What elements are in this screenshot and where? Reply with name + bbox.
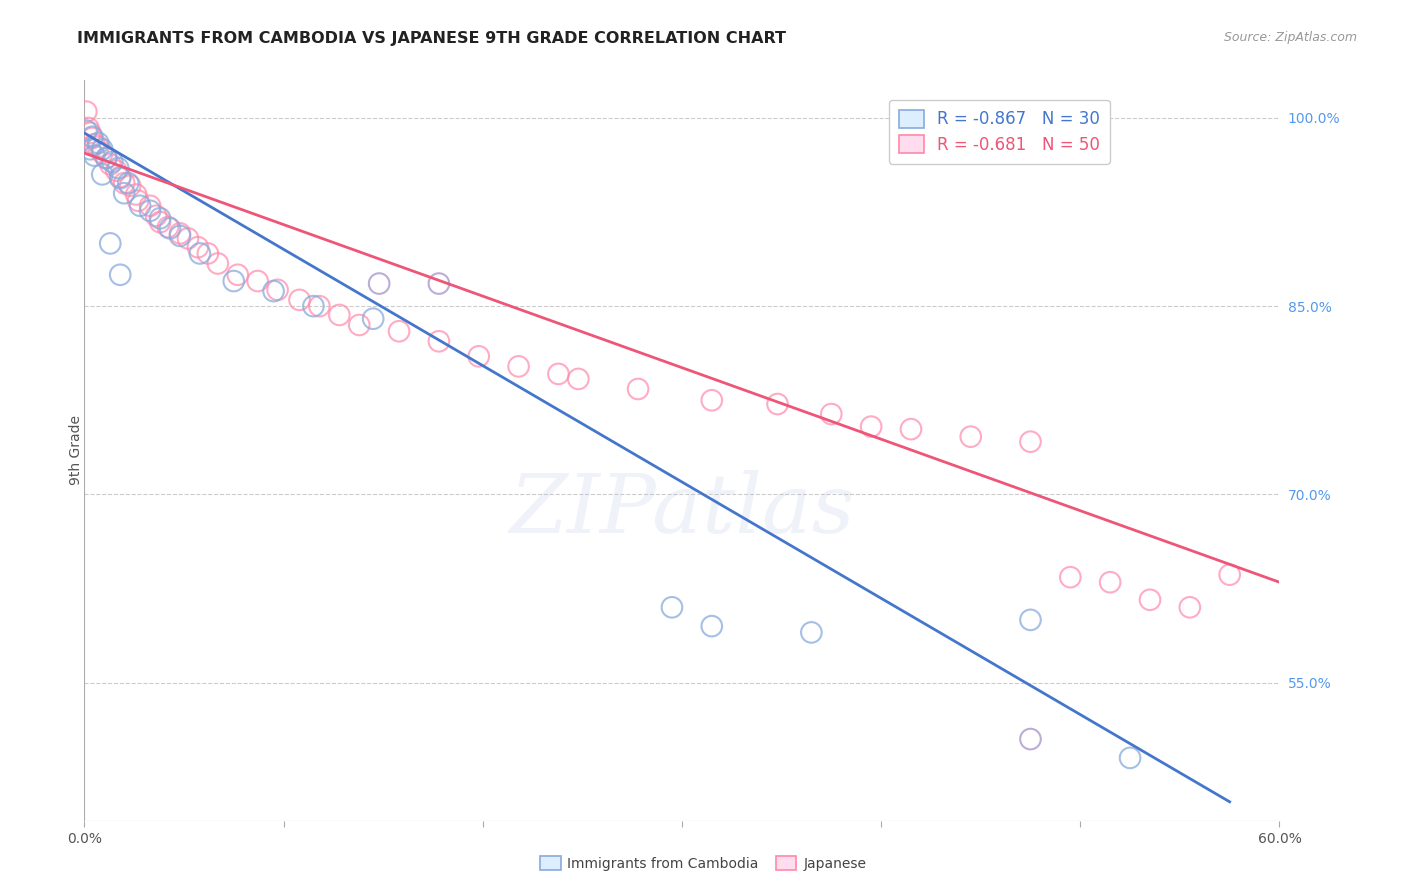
Point	[112, 176, 135, 190]
Point	[101, 154, 124, 169]
Point	[700, 393, 723, 408]
Text: IMMIGRANTS FROM CAMBODIA VS JAPANESE 9TH GRADE CORRELATION CHART: IMMIGRANTS FROM CAMBODIA VS JAPANESE 9TH…	[77, 31, 786, 46]
Point	[288, 293, 311, 307]
Point	[427, 334, 450, 349]
Legend: Immigrants from Cambodia, Japanese: Immigrants from Cambodia, Japanese	[534, 850, 872, 876]
Point	[75, 123, 97, 137]
Point	[1178, 600, 1201, 615]
Point	[107, 161, 129, 175]
Point	[263, 284, 285, 298]
Point	[139, 199, 162, 213]
Point	[246, 274, 269, 288]
Point	[187, 240, 209, 254]
Point	[110, 169, 132, 184]
Point	[661, 600, 683, 615]
Point	[207, 256, 229, 270]
Point	[547, 367, 569, 381]
Legend: R = -0.867   N = 30, R = -0.681   N = 50: R = -0.867 N = 30, R = -0.681 N = 50	[889, 100, 1109, 164]
Point	[368, 277, 391, 291]
Point	[328, 308, 350, 322]
Point	[1059, 570, 1081, 584]
Point	[96, 151, 118, 165]
Point	[959, 430, 981, 444]
Point	[567, 372, 589, 386]
Text: ZIPatlas: ZIPatlas	[509, 470, 855, 549]
Point	[77, 120, 100, 135]
Point	[82, 129, 104, 144]
Point	[159, 221, 181, 235]
Point	[700, 619, 723, 633]
Point	[91, 168, 114, 182]
Point	[120, 178, 142, 193]
Point	[110, 268, 132, 282]
Point	[820, 407, 842, 421]
Point	[508, 359, 530, 374]
Point	[627, 382, 650, 396]
Point	[139, 203, 162, 218]
Point	[388, 324, 411, 338]
Point	[79, 126, 101, 140]
Point	[266, 283, 288, 297]
Point	[302, 299, 325, 313]
Point	[79, 142, 101, 156]
Point	[127, 194, 149, 208]
Point	[468, 349, 491, 363]
Point	[860, 419, 883, 434]
Point	[308, 299, 330, 313]
Point	[75, 104, 97, 119]
Point	[169, 227, 191, 241]
Point	[110, 171, 132, 186]
Point	[145, 209, 167, 223]
Point	[1219, 567, 1241, 582]
Point	[800, 625, 823, 640]
Point	[96, 151, 118, 165]
Text: Source: ZipAtlas.com: Source: ZipAtlas.com	[1223, 31, 1357, 45]
Point	[91, 142, 114, 156]
Point	[98, 236, 121, 251]
Point	[188, 246, 211, 260]
Point	[87, 136, 110, 150]
Point	[105, 163, 128, 178]
Point	[129, 199, 152, 213]
Point	[222, 274, 245, 288]
Point	[82, 131, 104, 145]
Point	[226, 268, 249, 282]
Point	[361, 311, 384, 326]
Point	[91, 146, 114, 161]
Point	[766, 397, 789, 411]
Point	[1019, 732, 1042, 747]
Y-axis label: 9th Grade: 9th Grade	[69, 416, 83, 485]
Point	[1019, 434, 1042, 449]
Point	[1019, 613, 1042, 627]
Point	[83, 137, 105, 152]
Point	[98, 157, 121, 171]
Point	[117, 176, 139, 190]
Point	[83, 148, 105, 162]
Point	[157, 220, 180, 235]
Point	[1119, 751, 1142, 765]
Point	[349, 318, 371, 332]
Point	[1099, 575, 1122, 590]
Point	[177, 231, 200, 245]
Point	[1139, 592, 1161, 607]
Point	[900, 422, 922, 436]
Point	[169, 228, 191, 243]
Point	[427, 277, 450, 291]
Point	[87, 140, 110, 154]
Point	[112, 186, 135, 201]
Point	[197, 246, 219, 260]
Point	[149, 215, 172, 229]
Point	[149, 211, 172, 226]
Point	[125, 187, 148, 202]
